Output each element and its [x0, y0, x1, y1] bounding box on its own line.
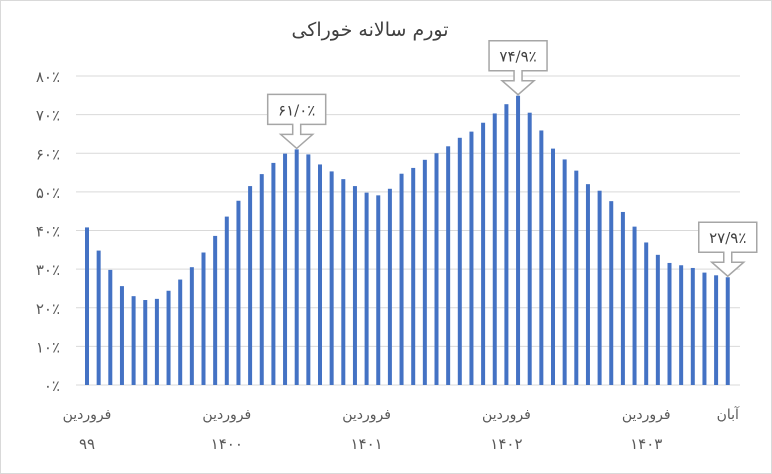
- bar: [690, 267, 695, 385]
- bar: [213, 235, 218, 385]
- callout-label: ۲۷/۹٪: [709, 229, 746, 247]
- bar: [504, 104, 509, 385]
- bar: [644, 242, 649, 385]
- y-axis-labels: ۰٪ ۱۰٪ ۲۰٪ ۳۰٪ ۴۰٪ ۵۰٪ ۶۰٪ ۷۰٪ ۸۰٪: [36, 68, 60, 395]
- bar: [655, 254, 660, 385]
- bar: [341, 179, 346, 385]
- bar: [469, 131, 474, 385]
- y-tick-label: ۰٪: [44, 377, 60, 395]
- bar: [283, 153, 288, 385]
- bar: [551, 148, 555, 385]
- bar: [376, 195, 381, 385]
- callout-label: ۷۴/۹٪: [499, 48, 536, 66]
- x-tick-label-year: ۱۴۰۱: [350, 435, 382, 453]
- bar: [574, 170, 579, 385]
- bar: [492, 113, 497, 385]
- y-tick-label: ۱۰٪: [36, 338, 60, 356]
- x-tick-label-year: ۱۴۰۲: [490, 435, 522, 453]
- x-tick-label-year: ۱۴۰۰: [211, 435, 243, 453]
- y-tick-label: ۲۰٪: [36, 300, 60, 318]
- callout-label: ۶۱/۰٪: [278, 101, 315, 119]
- callout-box: [488, 39, 548, 96]
- bar: [679, 265, 684, 385]
- x-tick-label-month: فروردین: [63, 407, 112, 423]
- bar: [306, 154, 311, 385]
- bar: [259, 174, 264, 385]
- bar: [108, 269, 113, 385]
- bar: [248, 186, 253, 385]
- callout-box: [698, 221, 758, 278]
- bar: [96, 250, 101, 385]
- x-axis-labels: فروردین ۹۹ فروردین ۱۴۰۰ فروردین ۱۴۰۱ فروردین ۱۴…: [63, 406, 740, 453]
- bar: [143, 300, 148, 385]
- bar: [422, 159, 427, 385]
- bar: [632, 226, 637, 385]
- bar: [667, 262, 672, 385]
- x-tick-label-month: فروردین: [482, 407, 531, 423]
- callout-box: [266, 93, 327, 150]
- bar-series: [85, 95, 730, 385]
- bar: [516, 95, 521, 385]
- y-tick-label: ۶۰٪: [36, 145, 60, 163]
- x-tick-label-month: فروردین: [622, 407, 671, 423]
- bar: [446, 146, 451, 385]
- y-tick-label: ۸۰٪: [36, 68, 60, 86]
- x-tick-label-year: ۹۹: [79, 435, 95, 453]
- bar: [387, 188, 392, 385]
- bar: [224, 216, 229, 385]
- bar: [620, 211, 625, 385]
- bar: [201, 252, 206, 385]
- bar: [131, 296, 136, 385]
- y-tick-label: ۴۰٪: [36, 223, 60, 241]
- y-tick-label: ۵۰٪: [36, 184, 60, 202]
- bar: [85, 227, 89, 385]
- bar: [236, 200, 241, 385]
- bar: [119, 286, 124, 385]
- chart-title: تورم سالانه خوراکی: [291, 19, 448, 41]
- bar: [399, 173, 404, 385]
- x-tick-label-month: فروردین: [202, 407, 251, 423]
- value-callouts: ۶۱/۰٪ ۷۴/۹٪ ۲۷/۹٪: [266, 39, 758, 278]
- bar: [166, 290, 171, 385]
- bar: [434, 153, 439, 385]
- bar: [585, 184, 590, 385]
- bar: [481, 122, 486, 385]
- bar: [271, 162, 276, 385]
- y-tick-label: ۳۰٪: [36, 261, 60, 279]
- bar: [189, 267, 194, 385]
- bar: [527, 112, 532, 385]
- bar: [457, 137, 462, 385]
- bar: [725, 277, 730, 385]
- bar: [714, 275, 719, 385]
- bar: [352, 186, 357, 385]
- y-tick-label: ۷۰٪: [36, 107, 60, 125]
- x-tick-label-month: فروردین: [342, 407, 391, 423]
- gridlines: [76, 75, 740, 386]
- bar: [597, 190, 602, 385]
- bar: [539, 130, 544, 385]
- bar: [562, 159, 567, 385]
- x-tick-label-year: ۱۴۰۳: [630, 435, 662, 453]
- bar: [329, 171, 334, 385]
- bar: [154, 298, 159, 385]
- bar: [178, 279, 183, 385]
- bar: [609, 201, 614, 385]
- bar: [294, 149, 299, 385]
- bar: [702, 272, 707, 385]
- bar: [318, 164, 322, 385]
- x-tick-label-month: آبان: [717, 406, 740, 423]
- bar: [411, 167, 416, 385]
- bar: [364, 192, 369, 385]
